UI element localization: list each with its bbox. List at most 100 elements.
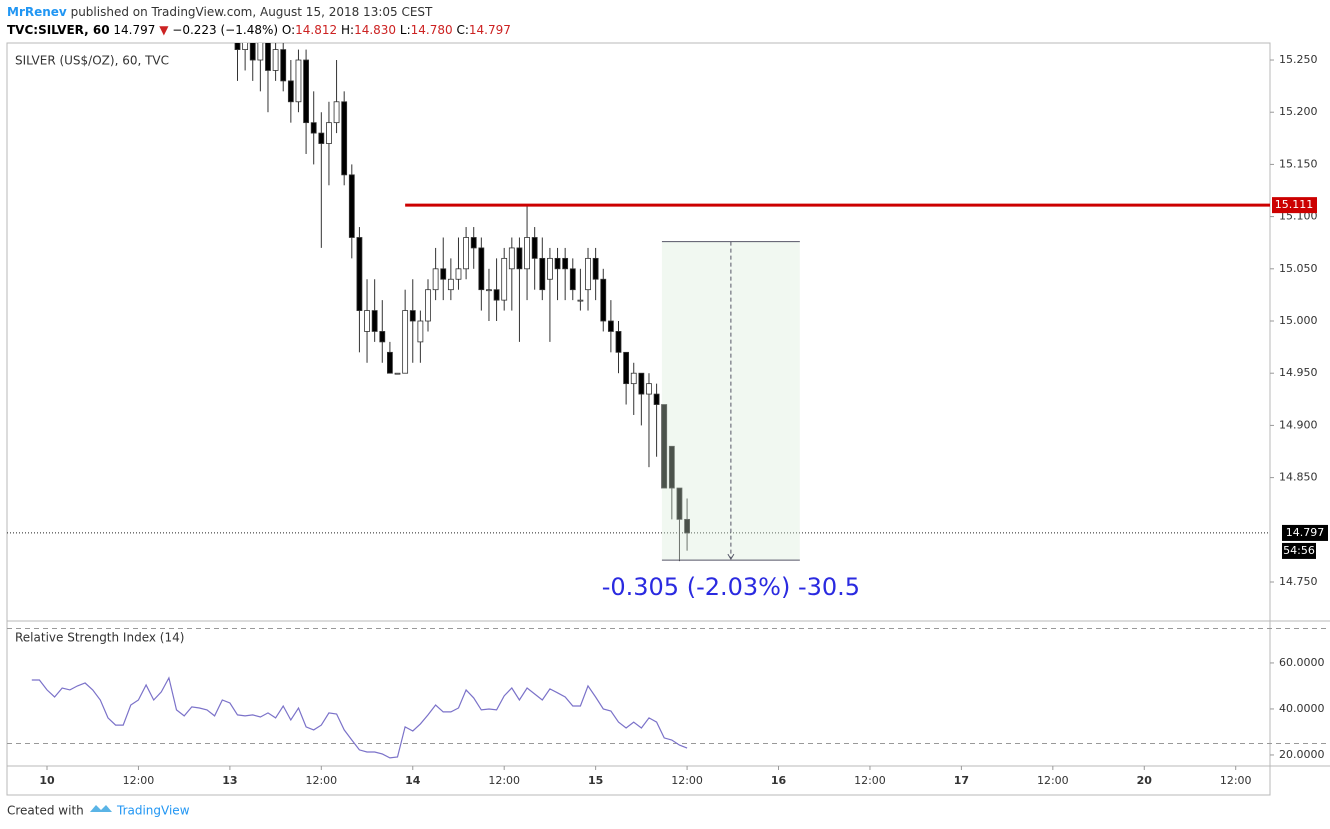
candle-body xyxy=(394,372,401,375)
measure-box xyxy=(661,241,800,561)
candle-body xyxy=(425,289,431,322)
y-tick-label: 14.750 xyxy=(1279,575,1318,588)
candle-body xyxy=(371,310,378,332)
candle-body xyxy=(562,257,569,270)
candle-body xyxy=(547,257,553,280)
candle-body xyxy=(539,257,546,291)
candle-body xyxy=(615,331,622,353)
candle-body xyxy=(310,122,317,134)
level-label: 15.111 xyxy=(1275,198,1314,211)
x-tick-label: 13 xyxy=(222,774,237,787)
candle-body xyxy=(554,257,561,270)
x-tick-label: 12:00 xyxy=(1037,774,1069,787)
candle-body xyxy=(653,393,660,405)
candle-body xyxy=(242,43,249,50)
candle-body xyxy=(287,80,294,103)
candle-body xyxy=(486,289,492,292)
candle-body xyxy=(265,43,271,71)
rsi-y-tick-label: 20.0000 xyxy=(1279,748,1325,761)
candle-body xyxy=(318,132,325,144)
candle-body xyxy=(684,518,690,534)
candle-body xyxy=(585,257,591,291)
o-value: 14.812 xyxy=(295,23,337,37)
candle-body xyxy=(409,310,416,322)
candle-body xyxy=(607,320,614,332)
candle-body xyxy=(501,257,508,301)
x-tick-label: 12:00 xyxy=(854,774,886,787)
candle-body xyxy=(676,487,683,520)
candle-body xyxy=(432,268,439,291)
change: −0.223 (−1.48%) xyxy=(172,23,278,37)
candle-body xyxy=(272,49,279,71)
rsi-title: Relative Strength Index (14) xyxy=(15,631,184,645)
candle-body xyxy=(280,49,287,82)
frame xyxy=(6,42,1271,796)
c-value: 14.797 xyxy=(469,23,511,37)
x-tick-label: 16 xyxy=(771,774,787,787)
candle-body xyxy=(508,247,515,270)
candle-body xyxy=(668,445,675,489)
candle-body xyxy=(455,268,462,280)
candle-body xyxy=(249,43,256,61)
candle-body xyxy=(341,101,348,176)
c-label: C: xyxy=(456,23,468,37)
rsi-line xyxy=(31,676,688,759)
countdown: 54:56 xyxy=(1283,544,1315,557)
last-price-box xyxy=(1282,524,1328,541)
price: 14.797 xyxy=(113,23,155,37)
candle-body xyxy=(348,174,355,238)
candle-body xyxy=(470,237,477,249)
y-tick-label: 14.950 xyxy=(1279,366,1318,379)
x-tick-label: 17 xyxy=(954,774,969,787)
author: MrRenev xyxy=(7,5,67,19)
candle-body xyxy=(577,299,584,302)
y-tick-label: 15.200 xyxy=(1279,105,1318,118)
x-tick-label: 12:00 xyxy=(671,774,703,787)
candle-body xyxy=(303,59,309,124)
x-tick-label: 12:00 xyxy=(488,774,520,787)
arrow: ▼ xyxy=(159,23,169,37)
rsi-y-tick-label: 60.0000 xyxy=(1279,656,1325,669)
x-tick-label: 15 xyxy=(588,774,603,787)
x-tick-label: 10 xyxy=(39,774,55,787)
legend: SILVER (US$/OZ), 60, TVC xyxy=(15,54,169,68)
candle-body xyxy=(493,289,500,301)
candle-body xyxy=(295,59,302,103)
h-label: H: xyxy=(341,23,354,37)
l-label: L: xyxy=(400,23,411,37)
candle-body xyxy=(638,372,645,395)
candle-body xyxy=(600,278,607,322)
candle-body xyxy=(257,43,264,61)
candle-body xyxy=(417,320,424,343)
candle-body xyxy=(623,351,630,385)
candle-body xyxy=(646,383,652,395)
x-tick-label: 12:00 xyxy=(1220,774,1252,787)
candle-body xyxy=(524,237,530,270)
candle-body xyxy=(569,268,576,291)
candle-body xyxy=(379,331,386,343)
candle-body xyxy=(234,43,241,50)
footer-text: Created with xyxy=(7,804,84,818)
candle-body xyxy=(447,278,454,291)
footer-brand[interactable]: TradingView xyxy=(116,804,190,818)
candle-body xyxy=(364,310,370,332)
measure-arrowhead xyxy=(727,553,735,561)
x-tick-label: 12:00 xyxy=(123,774,155,787)
countdown-box xyxy=(1282,542,1316,559)
symbol-line: TVC:SILVER, 60 14.797 ▼ −0.223 (−1.48%) … xyxy=(7,23,511,37)
candle-body xyxy=(592,257,599,280)
y-tick-label: 15.000 xyxy=(1279,314,1318,327)
l-value: 14.780 xyxy=(411,23,453,37)
x-tick-label: 12:00 xyxy=(305,774,337,787)
y-tick-label: 14.900 xyxy=(1279,418,1318,431)
candles xyxy=(234,43,690,562)
last-price-label: 14.797 xyxy=(1286,526,1325,539)
header-line: MrRenev published on TradingView.com, Au… xyxy=(7,5,433,19)
rsi-y-tick-label: 40.0000 xyxy=(1279,702,1325,715)
brand-logo xyxy=(90,805,112,812)
candle-body xyxy=(516,247,523,270)
o-label: O: xyxy=(282,23,295,37)
x-tick-label: 14 xyxy=(405,774,421,787)
measure-label: -0.305 (-2.03%) -30.5 xyxy=(602,573,860,601)
